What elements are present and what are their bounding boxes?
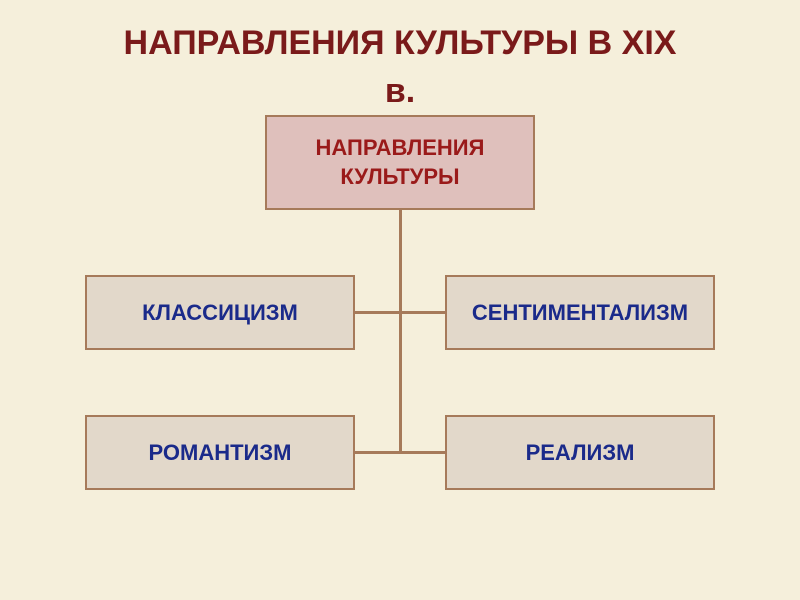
connector-lower-left	[355, 451, 400, 454]
slide-title: НАПРАВЛЕНИЯ КУЛЬТУРЫ В XIX в.	[0, 0, 800, 115]
connector-lower-right	[400, 451, 445, 454]
child-label: КЛАССИЦИЗМ	[142, 300, 298, 326]
connector-trunk	[399, 210, 402, 453]
child-node-realism: РЕАЛИЗМ	[445, 415, 715, 490]
child-label: РЕАЛИЗМ	[526, 440, 635, 466]
child-node-sentimentalism: СЕНТИМЕНТАЛИЗМ	[445, 275, 715, 350]
connector-upper-left	[355, 311, 400, 314]
title-line-2: в.	[0, 68, 800, 116]
child-label: СЕНТИМЕНТАЛИЗМ	[472, 300, 688, 326]
child-node-classicism: КЛАССИЦИЗМ	[85, 275, 355, 350]
child-label: РОМАНТИЗМ	[149, 440, 292, 466]
root-label: НАПРАВЛЕНИЯ КУЛЬТУРЫ	[267, 134, 533, 191]
connector-upper-right	[400, 311, 445, 314]
child-node-romanticism: РОМАНТИЗМ	[85, 415, 355, 490]
title-line-1: НАПРАВЛЕНИЯ КУЛЬТУРЫ В XIX	[0, 20, 800, 68]
root-node: НАПРАВЛЕНИЯ КУЛЬТУРЫ	[265, 115, 535, 210]
